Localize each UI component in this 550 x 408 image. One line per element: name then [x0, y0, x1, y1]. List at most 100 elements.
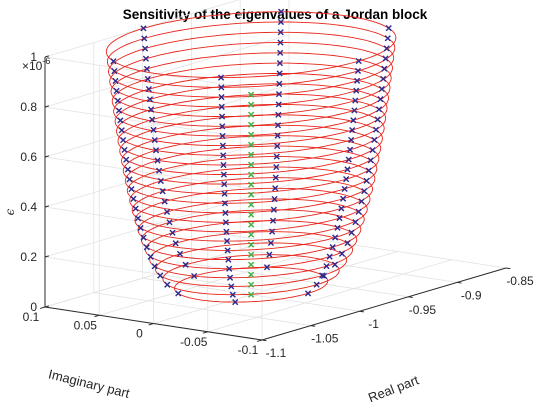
eigenvalue-marker — [319, 272, 326, 279]
y-tick — [202, 331, 208, 334]
eigenvalue-marker — [220, 171, 227, 178]
eigenvalue-marker — [172, 240, 179, 247]
eigenvalue-marker — [248, 211, 255, 218]
x-tick-label: -0.85 — [506, 274, 534, 288]
eigenvalue-marker — [191, 272, 198, 280]
eigenvalue-marker — [349, 126, 356, 134]
eigenvalue-marker — [372, 126, 380, 133]
eigenvalue-marker — [219, 142, 226, 149]
eigenvalue-marker — [276, 60, 284, 67]
level-circle — [162, 254, 340, 296]
eigenvalue-marker — [277, 18, 285, 26]
x-tick — [457, 281, 462, 284]
eigenvalue-marker — [367, 157, 374, 164]
level-circle — [126, 156, 376, 214]
eigenvalue-marker — [351, 107, 358, 114]
eigenvalue-marker — [375, 106, 383, 113]
eigenvalue-marker — [248, 181, 255, 188]
eigenvalue-marker — [344, 166, 351, 173]
level-circle — [110, 52, 392, 118]
eigenvalue-marker — [348, 136, 355, 144]
z-tick — [44, 55, 50, 58]
eigenvalue-marker — [146, 96, 154, 103]
eigenvalue-marker — [353, 87, 360, 94]
eigenvalue-marker — [355, 208, 362, 215]
eigenvalue-marker — [348, 229, 355, 236]
eigenvalue-marker — [218, 103, 225, 110]
eigenvalue-marker — [365, 167, 372, 174]
eigenvalue-marker — [228, 283, 235, 290]
x-tick-label: -1.1 — [266, 346, 287, 360]
eigenvalue-marker — [145, 86, 152, 93]
eigenvalue-marker — [226, 265, 233, 272]
eigenvalue-marker — [143, 65, 151, 72]
eigenvalue-marker — [164, 281, 171, 288]
z-axis-label: ϵ — [3, 208, 17, 215]
eigenvalue-marker — [277, 49, 284, 56]
eigenvalue-marker — [232, 299, 239, 306]
z-tick — [44, 155, 50, 158]
z-tick — [44, 305, 50, 308]
eigenvalue-marker — [248, 271, 255, 278]
level-circle — [144, 220, 358, 270]
eigenvalue-marker — [323, 263, 330, 270]
eigenvalue-marker — [248, 121, 255, 128]
eigenvalue-circles — [105, 11, 397, 303]
eigenvalue-marker — [176, 250, 184, 257]
eigenvalue-marker — [141, 35, 148, 42]
eigenvalue-marker — [248, 291, 255, 298]
eigenvalue-marker — [275, 91, 283, 98]
eigenvalue-marker — [329, 244, 336, 251]
eigenvalue-marker — [163, 208, 171, 216]
x-tick — [505, 267, 511, 270]
eigenvalue-marker — [223, 228, 230, 235]
eigenvalue-marker — [142, 45, 149, 52]
eigenvalue-marker — [363, 177, 370, 184]
eigenvalue-marker — [248, 171, 255, 178]
eigenvalue-marker — [248, 231, 255, 238]
x-tick-label: -1.05 — [311, 332, 339, 346]
level-circle — [108, 31, 395, 98]
eigenvalue-marker — [219, 123, 226, 130]
eigenvalue-marker — [383, 45, 390, 52]
eigenvalue-marker — [157, 272, 164, 279]
eigenvalue-marker — [124, 166, 131, 173]
eigenvalue-marker — [154, 157, 161, 164]
level-circle — [122, 135, 380, 195]
eigenvalue-marker — [248, 101, 255, 108]
eigenvalue-markers — [110, 8, 392, 306]
eigenvalue-marker — [248, 131, 255, 138]
x-tick — [359, 310, 365, 313]
eigenvalue-marker — [276, 80, 283, 87]
grid-line — [153, 251, 398, 324]
eigenvalue-marker — [226, 274, 234, 281]
eigenvalue-marker — [267, 239, 275, 247]
level-circle — [131, 177, 371, 233]
eigenvalue-marker — [344, 240, 351, 247]
y-tick — [256, 339, 263, 342]
eigenvalue-marker — [113, 87, 120, 94]
eigenvalue-marker — [223, 238, 231, 245]
eigenvalue-marker — [248, 161, 255, 168]
z-tick-label: 0 — [30, 300, 37, 314]
eigenvalue-marker — [221, 181, 228, 188]
eigenvalue-marker — [218, 94, 225, 101]
eigenvalue-marker — [382, 55, 389, 62]
eigenvalue-marker — [126, 176, 133, 183]
eigenvalue-marker — [115, 107, 123, 114]
eigenvalue-marker — [270, 206, 277, 213]
x-tick-label: -1 — [368, 317, 379, 331]
y-tick-label: 0.05 — [74, 318, 98, 332]
eigenvalue-marker — [326, 253, 333, 260]
level-circle — [117, 103, 385, 166]
eigenvalue-marker — [273, 153, 280, 160]
eigenvalue-marker — [271, 195, 278, 203]
eigenvalue-marker — [380, 75, 387, 82]
eigenvalue-marker — [112, 77, 119, 85]
eigenvalue-marker — [155, 167, 163, 174]
eigenvalue-marker — [272, 185, 279, 192]
eigenvalue-marker — [159, 188, 166, 195]
eigenvalue-marker — [117, 117, 124, 124]
y-tick-label: -0.1 — [238, 343, 259, 357]
x-tick — [408, 296, 413, 298]
